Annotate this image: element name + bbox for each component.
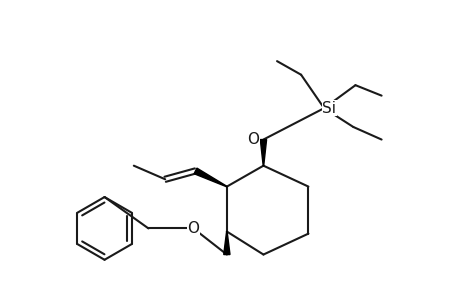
Polygon shape: [223, 232, 230, 254]
Text: O: O: [187, 221, 199, 236]
Polygon shape: [194, 168, 226, 187]
Text: O: O: [246, 132, 258, 147]
Text: Si: Si: [322, 101, 336, 116]
Polygon shape: [260, 140, 266, 166]
